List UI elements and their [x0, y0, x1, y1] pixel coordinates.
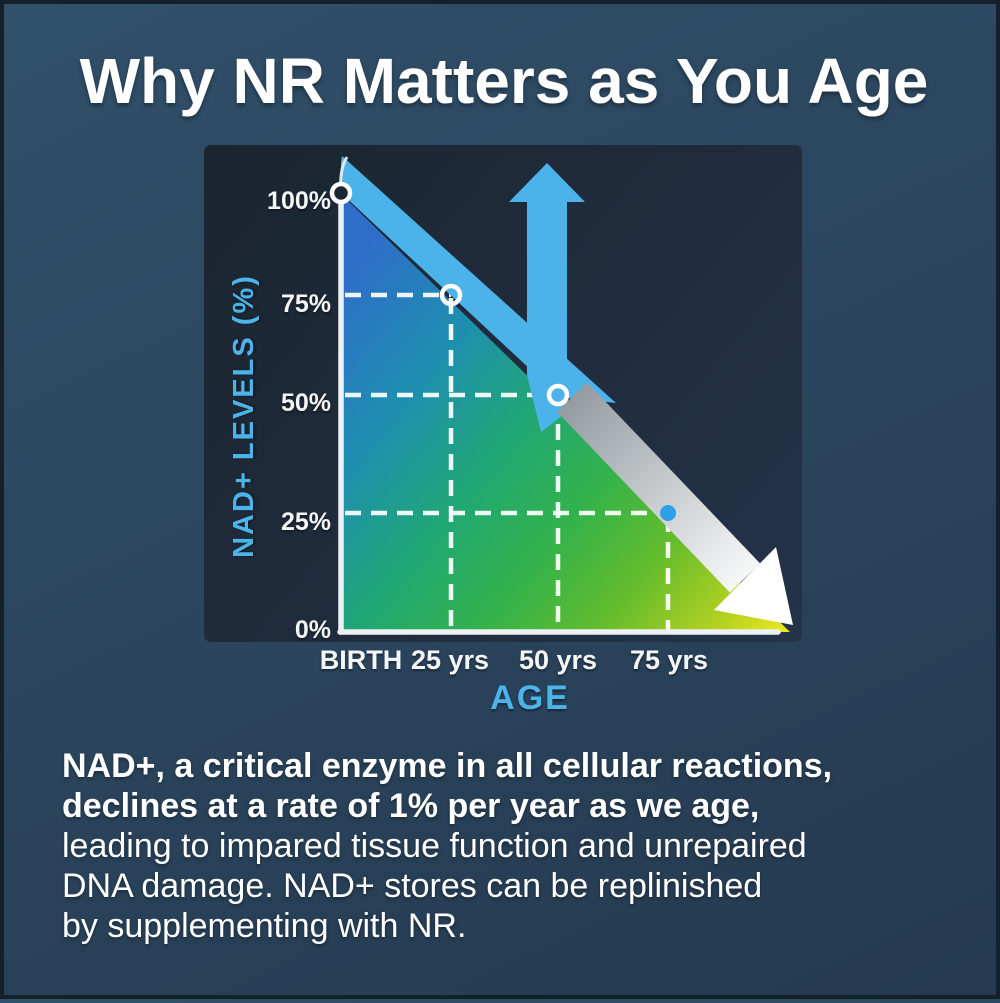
body-paragraph: NAD+, a critical enzyme in all cellular … — [62, 746, 962, 946]
decline-arrow-icon — [556, 382, 793, 625]
decline-arrowhead — [714, 547, 793, 625]
x-tick-75yrs: 75 yrs — [629, 645, 709, 675]
marker-25pct-dot — [660, 505, 676, 521]
x-tick-50yrs: 50 yrs — [518, 645, 598, 675]
x-tick-birth: BIRTH — [319, 645, 403, 675]
y-tick-0: 0% — [294, 616, 331, 644]
y-tick-100: 100% — [267, 187, 331, 215]
data-point-markers — [329, 181, 676, 521]
y-tick-25: 25% — [280, 508, 331, 536]
decline-band-fade — [556, 382, 761, 593]
nad-decline-chart — [204, 145, 802, 642]
body-line-2: declines at a rate of 1% per year as we … — [62, 787, 760, 825]
up-arrow-icon — [509, 163, 585, 432]
marker-75pct — [439, 283, 463, 307]
body-line-3: leading to impared tissue function and u… — [62, 827, 807, 865]
x-tick-25yrs: 25 yrs — [410, 645, 490, 675]
y-axis-title: NAD+ LEVELS (%) — [228, 274, 260, 558]
axes — [337, 189, 781, 635]
marker-100pct — [329, 181, 353, 205]
body-line-1: NAD+, a critical enzyme in all cellular … — [62, 747, 833, 785]
y-tick-75: 75% — [280, 290, 331, 318]
body-line-5: by supplementing with NR. — [62, 907, 467, 945]
dashed-guide-lines — [345, 292, 671, 630]
body-line-4: DNA damage. NAD+ stores can be replinish… — [62, 867, 763, 905]
x-axis-title: AGE — [490, 679, 570, 717]
y-tick-50: 50% — [280, 389, 331, 417]
marker-50pct — [546, 383, 570, 407]
page-title: Why NR Matters as You Age — [79, 45, 929, 117]
